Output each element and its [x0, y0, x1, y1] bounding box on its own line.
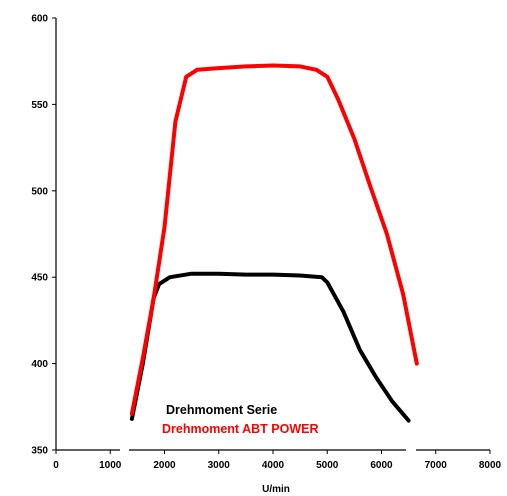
- series-line-abt-power: [129, 63, 419, 416]
- y-tick-label: 600: [31, 14, 48, 25]
- x-tick-label: 8000: [479, 460, 502, 471]
- x-tick-label: 4000: [262, 460, 285, 471]
- series-line-serie: [129, 271, 411, 423]
- x-tick-label: 0: [53, 460, 59, 471]
- x-tick-label: 3000: [208, 460, 231, 471]
- y-tick-label: 550: [31, 100, 48, 111]
- y-tick-label: 350: [31, 446, 48, 457]
- x-tick-label: 6000: [370, 460, 393, 471]
- series-lines: [129, 63, 419, 423]
- legend-entry-abt-power: Drehmoment ABT POWER: [162, 422, 319, 436]
- x-axis: 0 1000 2000 3000 4000 5000 6000 7000 8000: [53, 449, 502, 471]
- x-tick-label: 1000: [99, 460, 122, 471]
- y-axis: 350 400 450 500 550 600: [31, 14, 57, 457]
- legend-entry-serie: Drehmoment Serie: [166, 403, 277, 417]
- y-tick-label: 400: [31, 359, 48, 370]
- x-tick-label: 5000: [316, 460, 339, 471]
- x-tick-label: 2000: [153, 460, 176, 471]
- x-tick-label: 7000: [425, 460, 448, 471]
- y-tick-label: 500: [31, 186, 48, 197]
- legend: Drehmoment Serie Drehmoment ABT POWER: [162, 403, 319, 436]
- y-tick-label: 450: [31, 273, 48, 284]
- x-axis-title: U/min: [262, 484, 290, 495]
